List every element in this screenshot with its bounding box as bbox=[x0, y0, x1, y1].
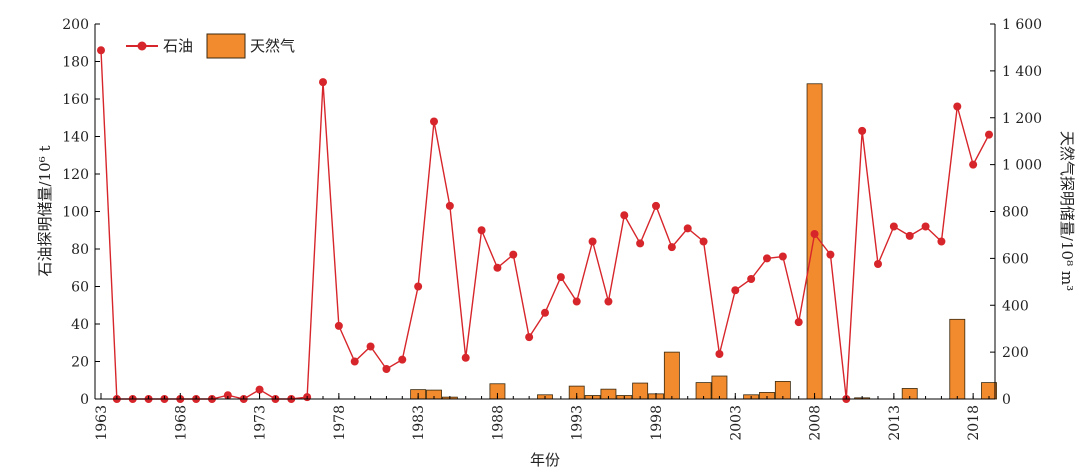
x-axis-title: 年份 bbox=[530, 451, 560, 469]
y-left-tick-label: 200 bbox=[62, 17, 89, 33]
y-left-tick-label: 60 bbox=[71, 280, 89, 296]
x-tick-label: 2018 bbox=[966, 405, 982, 441]
oil-point-2003 bbox=[731, 286, 740, 295]
oil-point-1996 bbox=[620, 211, 629, 220]
x-tick-label: 1968 bbox=[173, 405, 189, 441]
x-tick-label: 1988 bbox=[490, 405, 506, 441]
oil-point-2002 bbox=[715, 350, 724, 358]
y-left-tick-label: 100 bbox=[62, 205, 89, 221]
oil-point-1982 bbox=[398, 355, 407, 364]
oil-point-2014 bbox=[905, 231, 914, 240]
oil-point-1993 bbox=[572, 297, 581, 306]
oil-point-1979 bbox=[350, 357, 359, 366]
gas-bars bbox=[410, 83, 997, 400]
oil-point-2000 bbox=[683, 224, 692, 233]
oil-point-2017 bbox=[953, 102, 962, 111]
y-left-tick-label: 20 bbox=[71, 355, 89, 371]
oil-point-2018 bbox=[969, 160, 978, 169]
oil-point-2005 bbox=[763, 254, 771, 263]
oil-point-1989 bbox=[509, 250, 518, 259]
oil-point-1984 bbox=[430, 117, 438, 126]
x-tick-label: 1978 bbox=[332, 405, 348, 441]
oil-point-1977 bbox=[319, 78, 327, 87]
y-right-tick-label: 1 000 bbox=[1002, 158, 1042, 174]
axes: 0 20 40 60 80 100 120 140 160 180 200 0 200 400 600 800… bbox=[62, 17, 1042, 441]
oil-point-1992 bbox=[556, 273, 565, 282]
oil-point-1963 bbox=[97, 46, 105, 55]
oil-point-1987 bbox=[477, 226, 486, 235]
oil-point-1991 bbox=[541, 308, 549, 317]
oil-point-2006 bbox=[778, 252, 787, 261]
y-left-tick-label: 40 bbox=[71, 317, 89, 333]
oil-point-1973 bbox=[255, 385, 264, 394]
oil-point-1985 bbox=[445, 201, 454, 210]
oil-point-1988 bbox=[493, 263, 502, 272]
x-tick-label: 1998 bbox=[649, 405, 665, 441]
oil-point-2008 bbox=[810, 230, 819, 238]
y-right-tick-label: 1 400 bbox=[1002, 64, 1042, 80]
legend-oil-swatch-marker bbox=[137, 41, 147, 51]
oil-point-1978 bbox=[334, 321, 343, 330]
oil-point-1981 bbox=[382, 365, 391, 373]
oil-point-1994 bbox=[588, 237, 597, 246]
y-left-tick-label: 180 bbox=[62, 55, 89, 71]
oil-point-1986 bbox=[461, 353, 470, 362]
y-axis-right-title: 天然气探明储量/10⁸ m³ bbox=[1058, 131, 1076, 291]
oil-point-1971 bbox=[223, 391, 232, 400]
x-tick-label: 1973 bbox=[253, 405, 269, 441]
legend-oil-label: 石油 bbox=[163, 37, 193, 55]
oil-point-2013 bbox=[889, 222, 898, 231]
x-tick-label: 2013 bbox=[887, 405, 903, 441]
y-left-tick-label: 80 bbox=[71, 242, 89, 258]
y-right-tick-label: 200 bbox=[1002, 345, 1029, 361]
oil-point-2001 bbox=[699, 237, 708, 246]
oil-point-2011 bbox=[858, 126, 867, 135]
x-tick-label: 1963 bbox=[94, 405, 110, 441]
y-right-tick-label: 1 200 bbox=[1002, 111, 1042, 127]
gas-bar-1999 bbox=[663, 351, 680, 400]
y-right-tick-label: 0 bbox=[1002, 392, 1011, 408]
legend-gas-swatch bbox=[206, 33, 246, 59]
x-tick-label: 2008 bbox=[808, 405, 824, 441]
oil-line-series bbox=[97, 46, 993, 403]
oil-point-1983 bbox=[414, 282, 423, 291]
oil-point-2007 bbox=[794, 318, 803, 327]
y-right-tick-label: 600 bbox=[1002, 251, 1029, 267]
oil-point-1998 bbox=[652, 201, 660, 210]
gas-bar-2002 bbox=[711, 375, 728, 400]
oil-line bbox=[100, 50, 990, 400]
oil-point-2009 bbox=[826, 250, 835, 259]
y-left-tick-label: 120 bbox=[62, 167, 89, 183]
x-tick-label: 2003 bbox=[728, 405, 744, 441]
oil-point-1999 bbox=[667, 243, 676, 252]
y-right-tick-label: 800 bbox=[1002, 205, 1029, 221]
gas-bar-2017 bbox=[949, 318, 966, 400]
legend-gas-label: 天然气 bbox=[250, 37, 295, 55]
x-tick-label: 1983 bbox=[411, 405, 427, 441]
oil-point-2019 bbox=[985, 130, 993, 139]
y-axis-left-title: 石油探明储量/10⁶ t bbox=[36, 146, 54, 277]
y-left-tick-label: 160 bbox=[62, 92, 89, 108]
y-right-tick-label: 400 bbox=[1002, 298, 1029, 314]
y-left-tick-label: 140 bbox=[62, 130, 89, 146]
y-right-tick-label: 1 600 bbox=[1002, 17, 1042, 33]
oil-point-1990 bbox=[525, 333, 534, 342]
legend: 石油 天然气 bbox=[126, 33, 295, 59]
oil-point-2015 bbox=[921, 222, 930, 231]
oil-point-1995 bbox=[604, 297, 613, 306]
oil-point-2012 bbox=[874, 260, 882, 268]
oil-point-1980 bbox=[366, 342, 375, 351]
oil-point-1997 bbox=[636, 239, 645, 248]
y-left-tick-label: 0 bbox=[80, 392, 89, 408]
x-tick-label: 1993 bbox=[570, 405, 586, 441]
oil-point-2016 bbox=[937, 237, 946, 246]
oil-point-2004 bbox=[747, 275, 756, 283]
